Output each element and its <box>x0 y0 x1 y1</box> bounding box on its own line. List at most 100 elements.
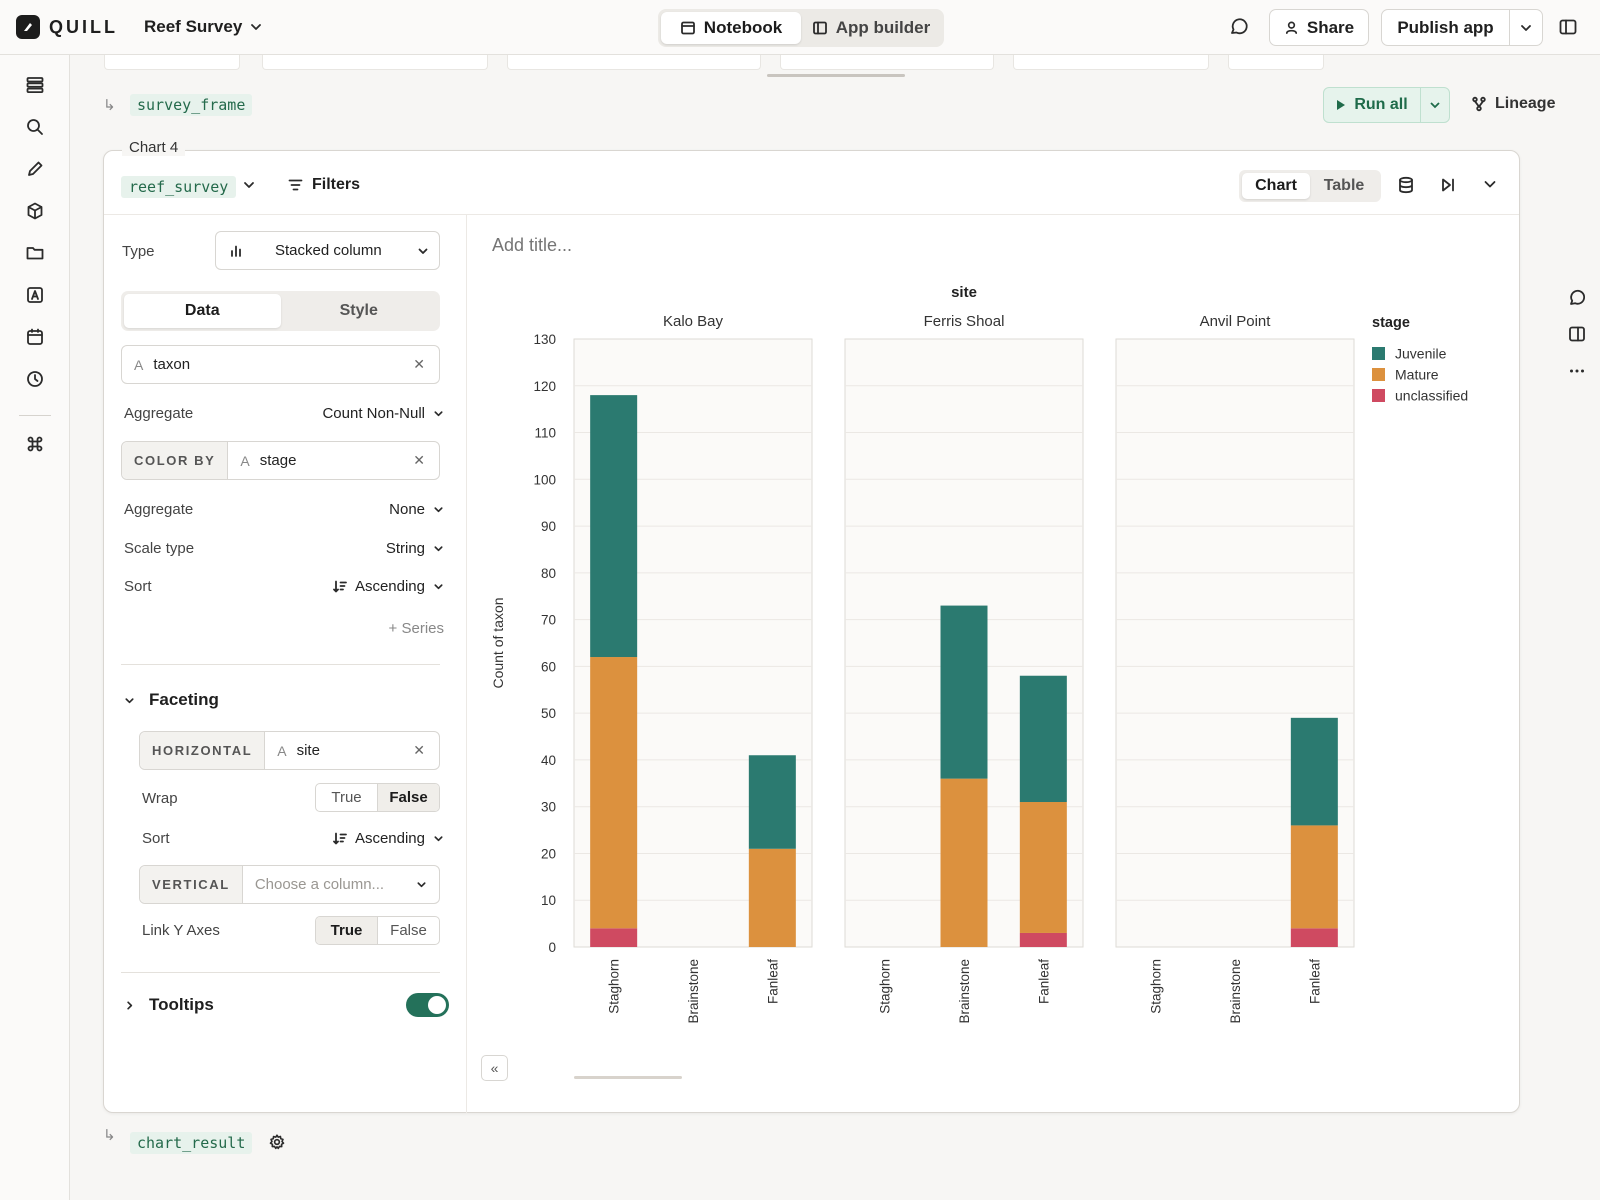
input-dataframe-chip[interactable]: survey_frame <box>130 94 253 116</box>
x-tick-label: Fanleaf <box>765 959 780 1004</box>
panel-icon[interactable] <box>1566 323 1588 345</box>
scale-type-select[interactable]: String <box>386 540 444 557</box>
project-switcher[interactable]: Reef Survey <box>144 17 262 37</box>
chart-type-select[interactable]: Stacked column <box>215 231 440 270</box>
x-field-name: taxon <box>153 356 191 373</box>
add-series-button[interactable]: + Series <box>388 620 444 637</box>
source-dataframe-chip[interactable]: reef_survey <box>121 176 237 198</box>
chevron-right-icon <box>127 1000 133 1010</box>
close-icon[interactable]: ✕ <box>413 452 425 468</box>
pencil-icon[interactable] <box>23 157 47 181</box>
search-icon[interactable] <box>23 115 47 139</box>
link-false-option[interactable]: False <box>377 917 439 944</box>
facet-vertical-field[interactable]: VERTICAL Choose a column... <box>139 865 440 904</box>
facet-horizontal-field[interactable]: HORIZONTAL A site ✕ <box>139 731 440 770</box>
wrap-true-option[interactable]: True <box>331 789 362 806</box>
notebook-icon <box>680 21 695 35</box>
bar-segment <box>748 848 796 947</box>
x-field[interactable]: A taxon ✕ <box>121 345 440 384</box>
cell-tab[interactable] <box>780 55 994 70</box>
run-all-button[interactable]: Run all <box>1324 88 1421 122</box>
run-options-button[interactable] <box>1421 88 1449 122</box>
link-y-axes-label: Link Y Axes <box>142 922 220 939</box>
bar-segment <box>1290 717 1338 826</box>
chart-title-input[interactable] <box>492 235 892 256</box>
collapse-panel-button[interactable]: « <box>481 1055 508 1081</box>
clock-icon[interactable] <box>23 367 47 391</box>
facet-sort-label: Sort <box>142 830 170 847</box>
chevron-down-icon[interactable] <box>1482 176 1498 192</box>
bar-segment <box>590 657 638 929</box>
cell-tab[interactable] <box>104 55 240 70</box>
cell-name[interactable]: Chart 4 <box>122 139 186 156</box>
color-by-field[interactable]: COLOR BY A stage ✕ <box>121 441 440 480</box>
facet-title: Kalo Bay <box>663 313 724 330</box>
output-dataframe-chip[interactable]: chart_result <box>130 1132 253 1154</box>
text-box-icon[interactable] <box>23 283 47 307</box>
stack-icon[interactable] <box>23 73 47 97</box>
comments-icon[interactable] <box>1228 16 1250 38</box>
y-tick-label: 70 <box>541 613 556 628</box>
lineage-button[interactable]: Lineage <box>1471 95 1555 113</box>
aggregate-select[interactable]: Count Non-Null <box>322 405 444 422</box>
legend-title: stage <box>1372 315 1410 331</box>
sort-icon <box>333 580 347 593</box>
filters-button[interactable]: Filters <box>288 176 360 194</box>
bar-segment <box>590 395 638 658</box>
facet-sort-select[interactable]: Ascending <box>333 830 444 847</box>
tab-data[interactable]: Data <box>124 294 281 328</box>
app-logo: QUILL <box>49 17 118 37</box>
close-icon[interactable]: ✕ <box>413 742 425 758</box>
cube-icon[interactable] <box>23 199 47 223</box>
link-true-option[interactable]: True <box>316 917 377 944</box>
publish-app-button[interactable]: Publish app <box>1382 10 1510 45</box>
cell-tab[interactable] <box>1228 55 1324 70</box>
share-button[interactable]: Share <box>1269 9 1369 46</box>
more-icon[interactable] <box>1566 360 1588 382</box>
horizontal-caption: HORIZONTAL <box>140 732 266 769</box>
color-aggregate-select[interactable]: None <box>389 501 444 518</box>
filter-icon <box>288 179 303 191</box>
play-icon <box>1337 100 1346 110</box>
chevron-down-icon <box>434 836 443 842</box>
y-tick-label: 60 <box>541 659 556 674</box>
chart-view-tab[interactable]: Chart <box>1242 173 1310 199</box>
faceting-section-toggle[interactable]: Faceting <box>124 690 219 710</box>
tooltips-switch[interactable] <box>406 993 449 1017</box>
sidebar-panel-icon[interactable] <box>1558 17 1578 37</box>
facet-title: Ferris Shoal <box>924 313 1005 330</box>
notebook-mode-tab[interactable]: Notebook <box>661 12 801 44</box>
bar-chart-icon <box>231 245 241 257</box>
calendar-icon[interactable] <box>23 325 47 349</box>
y-tick-label: 10 <box>541 893 556 908</box>
publish-options-button[interactable] <box>1510 10 1542 45</box>
wrap-label: Wrap <box>142 790 178 807</box>
y-tick-label: 120 <box>533 379 556 394</box>
chart-scroll-indicator[interactable] <box>574 1076 682 1079</box>
chevron-down-icon[interactable] <box>243 179 255 191</box>
bar-segment <box>1019 932 1067 947</box>
cell-tab[interactable] <box>1013 55 1209 70</box>
x-tick-label: Brainstone <box>1228 959 1243 1024</box>
comment-icon[interactable] <box>1566 287 1588 309</box>
folder-icon[interactable] <box>23 241 47 265</box>
command-icon[interactable] <box>23 432 47 456</box>
bar-segment <box>748 755 796 849</box>
tooltips-section-toggle[interactable]: Tooltips <box>124 995 214 1015</box>
database-icon[interactable] <box>1397 176 1415 194</box>
app-builder-mode-tab[interactable]: App builder <box>801 12 941 44</box>
gear-icon[interactable] <box>268 1133 286 1151</box>
sort-select[interactable]: Ascending <box>333 578 444 595</box>
bar-segment <box>590 928 638 947</box>
chevron-down-icon <box>1521 24 1531 31</box>
cell-tab[interactable] <box>262 55 488 70</box>
y-tick-label: 80 <box>541 566 556 581</box>
cell-tab[interactable] <box>507 55 761 70</box>
skip-forward-icon[interactable] <box>1439 176 1457 194</box>
chevron-down-icon <box>251 24 262 30</box>
close-icon[interactable]: ✕ <box>413 356 425 372</box>
tab-scroll-indicator[interactable] <box>767 74 905 77</box>
wrap-false-option[interactable]: False <box>377 784 439 811</box>
tab-style[interactable]: Style <box>339 302 378 319</box>
table-view-tab[interactable]: Table <box>1323 177 1365 194</box>
